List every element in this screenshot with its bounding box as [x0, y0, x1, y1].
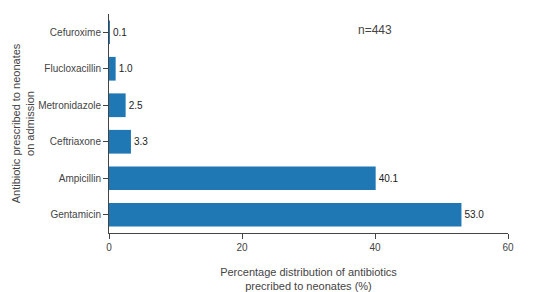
svg-text:Cefuroxime: Cefuroxime [50, 27, 102, 38]
svg-text:Flucloxacillin: Flucloxacillin [44, 63, 101, 74]
svg-text:3.3: 3.3 [134, 136, 148, 147]
svg-text:n=443: n=443 [358, 23, 392, 37]
svg-text:Antibiotic prescribed to neona: Antibiotic prescribed to neonateson admi… [10, 43, 36, 203]
svg-text:20: 20 [236, 242, 248, 253]
svg-text:40: 40 [369, 242, 381, 253]
svg-text:0.1: 0.1 [113, 27, 127, 38]
svg-text:53.0: 53.0 [464, 209, 484, 220]
svg-text:Ceftriaxone: Ceftriaxone [50, 136, 102, 147]
svg-text:Ampicillin: Ampicillin [59, 173, 101, 184]
svg-text:40.1: 40.1 [379, 173, 399, 184]
svg-text:1.0: 1.0 [119, 63, 133, 74]
svg-text:Gentamicin: Gentamicin [50, 209, 101, 220]
svg-text:0: 0 [106, 242, 112, 253]
svg-text:2.5: 2.5 [129, 100, 143, 111]
svg-text:Metronidazole: Metronidazole [38, 100, 101, 111]
svg-text:Percentage distribution of ant: Percentage distribution of antibioticspr… [220, 266, 397, 292]
svg-text:60: 60 [502, 242, 514, 253]
